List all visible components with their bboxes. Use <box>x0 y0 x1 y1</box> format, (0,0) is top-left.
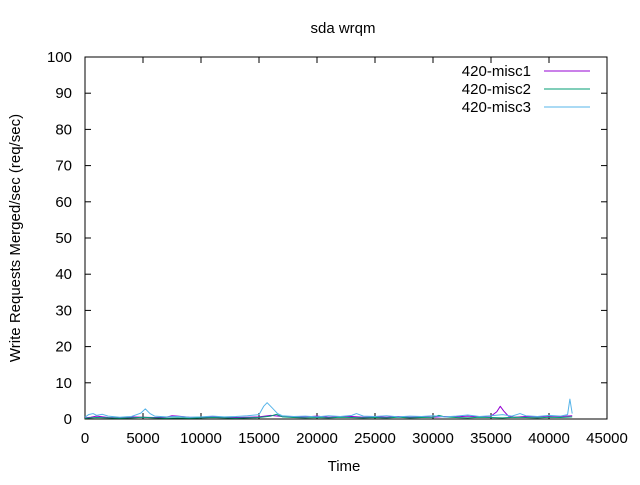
y-tick-label: 50 <box>55 230 72 247</box>
legend-label: 420-misc1 <box>462 63 531 80</box>
legend-label: 420-misc2 <box>462 81 531 98</box>
x-tick-label: 25000 <box>354 430 396 447</box>
series-line-420-misc3 <box>84 398 573 418</box>
y-tick-label: 60 <box>55 194 72 211</box>
x-tick-label: 45000 <box>586 430 628 447</box>
x-tick-label: 35000 <box>470 430 512 447</box>
series-line-420-misc1 <box>84 405 573 419</box>
x-tick-label: 20000 <box>296 430 338 447</box>
plot-layer: 0 10 20 30 40 50 60 70 80 90 100 0 5000 10000 15000 200… <box>47 49 628 447</box>
y-tick-label: 0 <box>64 411 72 428</box>
y-tick-label: 90 <box>55 85 72 102</box>
y-tick-label: 10 <box>55 375 72 392</box>
series-line-420-misc2 <box>84 413 573 419</box>
y-tick-label: 30 <box>55 302 72 319</box>
x-tick-label: 30000 <box>412 430 454 447</box>
x-axis-title: Time <box>328 458 361 475</box>
x-tick-label: 15000 <box>238 430 280 447</box>
y-tick-label: 80 <box>55 121 72 138</box>
y-tick-label: 20 <box>55 339 72 356</box>
legend-label: 420-misc3 <box>462 99 531 116</box>
x-tick-label: 10000 <box>180 430 222 447</box>
x-tick-label: 40000 <box>528 430 570 447</box>
y-tick-label: 70 <box>55 158 72 175</box>
x-tick-label: 5000 <box>126 430 159 447</box>
y-tick-label: 40 <box>55 266 72 283</box>
y-axis-title: Write Requests Merged/sec (req/sec) <box>7 114 24 362</box>
x-tick-label: 0 <box>81 430 89 447</box>
chart-title: sda wrqm <box>310 20 375 37</box>
y-tick-label: 100 <box>47 49 72 66</box>
